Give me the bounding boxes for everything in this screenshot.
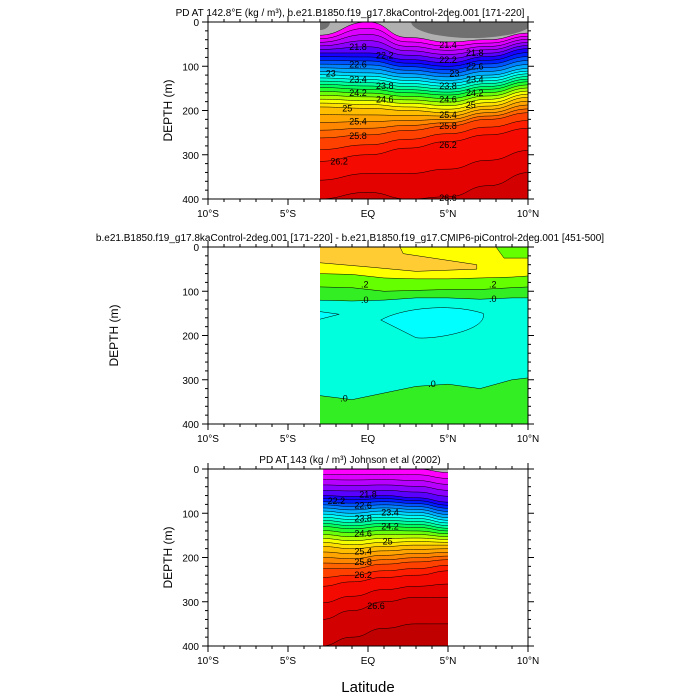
x-tick-label: EQ — [361, 209, 376, 220]
contour-label: 21.8 — [466, 48, 484, 58]
contour-label: 25.8 — [354, 557, 372, 567]
contour-label: 25.8 — [439, 121, 457, 131]
contour-label: 23 — [449, 68, 459, 78]
panel-title: b.e21.B1850.f19_g17.8kaControl-2deg.001 … — [96, 233, 604, 244]
contour-label: 23.4 — [349, 75, 367, 85]
panel-2: b.e21.B1850.f19_g17.8kaControl-2deg.001 … — [96, 233, 604, 445]
x-tick-label: 10°N — [517, 434, 539, 445]
contour-label: 25.4 — [354, 546, 372, 556]
contour-label: 25.4 — [349, 117, 367, 127]
y-tick-label: 200 — [182, 107, 199, 118]
contour-label: 22.6 — [349, 59, 367, 69]
contour-label: 22.6 — [354, 500, 372, 510]
y-tick-label: 0 — [193, 243, 199, 254]
x-tick-label: 10°N — [517, 656, 539, 667]
contour-label: 25 — [383, 537, 393, 547]
contour-label: 23.8 — [354, 514, 372, 524]
contour-label: 23.8 — [439, 81, 457, 91]
y-axis-label: DEPTH (m) — [107, 305, 121, 367]
y-tick-label: 300 — [182, 376, 199, 387]
y-tick-label: 400 — [182, 642, 199, 653]
contour-label: 21.4 — [439, 40, 457, 50]
x-axis-label: Latitude — [341, 679, 394, 696]
panel-title: PD AT 143 (kg / m³) Johnson et al (2002) — [259, 455, 440, 466]
contour-label: 25 — [466, 100, 476, 110]
contour-label: 25.8 — [349, 131, 367, 141]
x-tick-label: 10°S — [197, 434, 219, 445]
x-tick-label: 10°S — [197, 656, 219, 667]
contour-label: 25 — [342, 104, 352, 114]
band-gray-dark — [320, 22, 330, 30]
contour-label: 22.2 — [439, 55, 457, 65]
contour-label: 24.6 — [354, 529, 372, 539]
panel-title: PD AT 142.8°E (kg / m³), b.e21.B1850.f19… — [176, 8, 525, 19]
y-tick-label: 200 — [182, 554, 199, 565]
panel-3: PD AT 143 (kg / m³) Johnson et al (2002)… — [161, 455, 539, 667]
y-tick-label: 300 — [182, 598, 199, 609]
y-tick-label: 400 — [182, 195, 199, 206]
x-tick-label: 5°S — [280, 656, 297, 667]
x-tick-label: EQ — [361, 656, 376, 667]
y-tick-label: 0 — [193, 18, 199, 29]
band-cyan — [320, 311, 340, 320]
x-tick-label: 5°N — [440, 209, 457, 220]
contour-label: 24.2 — [349, 88, 367, 98]
contour-label: 26.2 — [354, 570, 372, 580]
y-tick-label: 200 — [182, 332, 199, 343]
contour-label: .0 — [428, 379, 436, 389]
y-tick-label: 300 — [182, 151, 199, 162]
band-cyan — [380, 307, 484, 339]
contour-label: 23.4 — [466, 75, 484, 85]
contour-label: 23 — [326, 68, 336, 78]
contour-label: 25.4 — [439, 110, 457, 120]
contour-fill — [320, 247, 528, 424]
contour-band — [320, 172, 528, 199]
contour-label: 23.8 — [376, 81, 394, 91]
y-tick-label: 400 — [182, 420, 199, 431]
y-axis-label: DEPTH (m) — [161, 80, 175, 142]
contour-label: 24.2 — [466, 88, 484, 98]
contour-fill — [323, 469, 449, 646]
band-green-deep — [320, 377, 528, 424]
contour-label: .0 — [361, 295, 369, 305]
contour-label: 22.2 — [376, 51, 394, 61]
contour-band — [323, 623, 449, 646]
contour-label: 22.6 — [466, 62, 484, 72]
contour-fill — [320, 22, 528, 199]
x-tick-label: 5°S — [280, 434, 297, 445]
contour-label: .2 — [489, 280, 497, 290]
x-tick-label: 10°S — [197, 209, 219, 220]
y-tick-label: 100 — [182, 287, 199, 298]
contour-label: 21.8 — [359, 490, 377, 500]
x-tick-label: EQ — [361, 434, 376, 445]
x-tick-label: 10°N — [517, 209, 539, 220]
band-gray-dark — [411, 22, 528, 38]
contour-label: 26.2 — [439, 140, 457, 150]
band-gold — [320, 247, 478, 272]
contour-label: 24.6 — [376, 94, 394, 104]
x-tick-label: 5°N — [440, 434, 457, 445]
panel-1: PD AT 142.8°E (kg / m³), b.e21.B1850.f19… — [161, 8, 539, 220]
y-tick-label: 100 — [182, 509, 199, 520]
contour-label: 26.6 — [439, 193, 457, 203]
x-tick-label: 5°S — [280, 209, 297, 220]
contour-band — [320, 150, 528, 199]
contour-label: 23.4 — [381, 507, 399, 517]
y-tick-label: 100 — [182, 62, 199, 73]
contour-label: 22.2 — [328, 496, 346, 506]
y-tick-label: 0 — [193, 465, 199, 476]
contour-label: .0 — [340, 393, 348, 403]
contour-label: 24.2 — [381, 522, 399, 532]
contour-label: .2 — [361, 280, 369, 290]
contour-label: 26.2 — [330, 156, 348, 166]
x-tick-label: 5°N — [440, 656, 457, 667]
contour-label: 26.6 — [367, 601, 385, 611]
y-axis-label: DEPTH (m) — [161, 527, 175, 589]
contour-label: 21.8 — [349, 42, 367, 52]
contour-label: .0 — [489, 294, 497, 304]
band-lightgreen — [495, 247, 528, 259]
contour-label: 24.6 — [439, 94, 457, 104]
